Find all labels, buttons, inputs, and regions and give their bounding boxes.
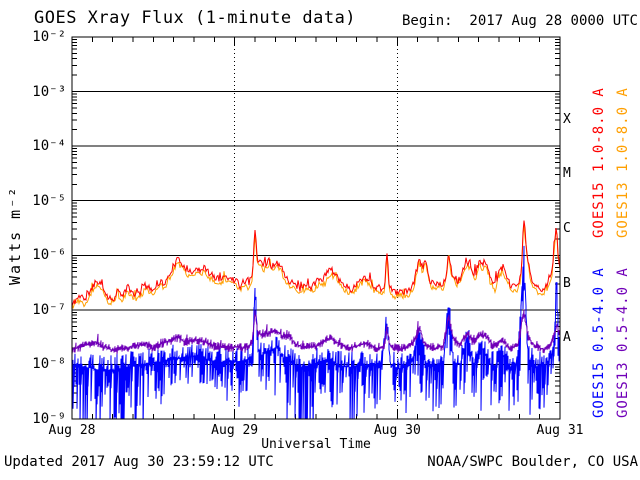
series-goes13-0-5-4-0-a — [72, 309, 560, 355]
legend-goes13-short: GOES13 0.5-4.0 A — [615, 267, 631, 419]
x-tick-label: Aug 29 — [211, 423, 259, 438]
x-tick-label: Aug 30 — [373, 423, 421, 438]
y-tick-label: 10⁻² — [32, 29, 66, 45]
series-goes13-1-0-8-0-a — [72, 224, 560, 309]
series-goes15-1-0-8-0-a — [72, 220, 560, 306]
flare-class-label: X — [563, 111, 571, 127]
y-tick-label: 10⁻⁷ — [32, 301, 66, 318]
series-goes15-0-5-4-0-a — [72, 245, 560, 419]
chart-title: GOES Xray Flux (1-minute data) — [34, 8, 357, 28]
flare-class-label: C — [563, 221, 571, 236]
legend-goes15-short: GOES15 0.5-4.0 A — [591, 267, 607, 419]
flare-class-label: B — [563, 275, 571, 291]
legend-goes15-long: GOES15 1.0-8.0 A — [591, 87, 607, 239]
updated-timestamp: Updated 2017 Aug 30 23:59:12 UTC — [4, 454, 274, 470]
y-tick-label: 10⁻⁶ — [32, 247, 66, 264]
data-series — [72, 220, 560, 419]
begin-timestamp-label: Begin: 2017 Aug 28 0000 UTC — [401, 13, 638, 29]
x-axis-title: Universal Time — [261, 437, 371, 452]
y-tick-label: 10⁻⁴ — [32, 138, 66, 155]
flare-class-label: M — [563, 166, 571, 182]
legend-goes13-long: GOES13 1.0-8.0 A — [615, 87, 631, 239]
gridlines — [72, 37, 560, 419]
flare-class-label: A — [563, 330, 571, 346]
y-axis-title: Watts m⁻² — [6, 185, 24, 285]
x-tick-label: Aug 31 — [536, 423, 584, 438]
y-tick-label: 10⁻³ — [32, 83, 66, 100]
source-credit: NOAA/SWPC Boulder, CO USA — [427, 454, 638, 470]
y-tick-label: 10⁻⁹ — [32, 411, 66, 427]
y-tick-label: 10⁻⁵ — [32, 192, 66, 209]
x-tick-label: Aug 28 — [48, 423, 96, 438]
plot-border — [71, 36, 561, 420]
y-tick-label: 10⁻⁸ — [32, 356, 66, 373]
